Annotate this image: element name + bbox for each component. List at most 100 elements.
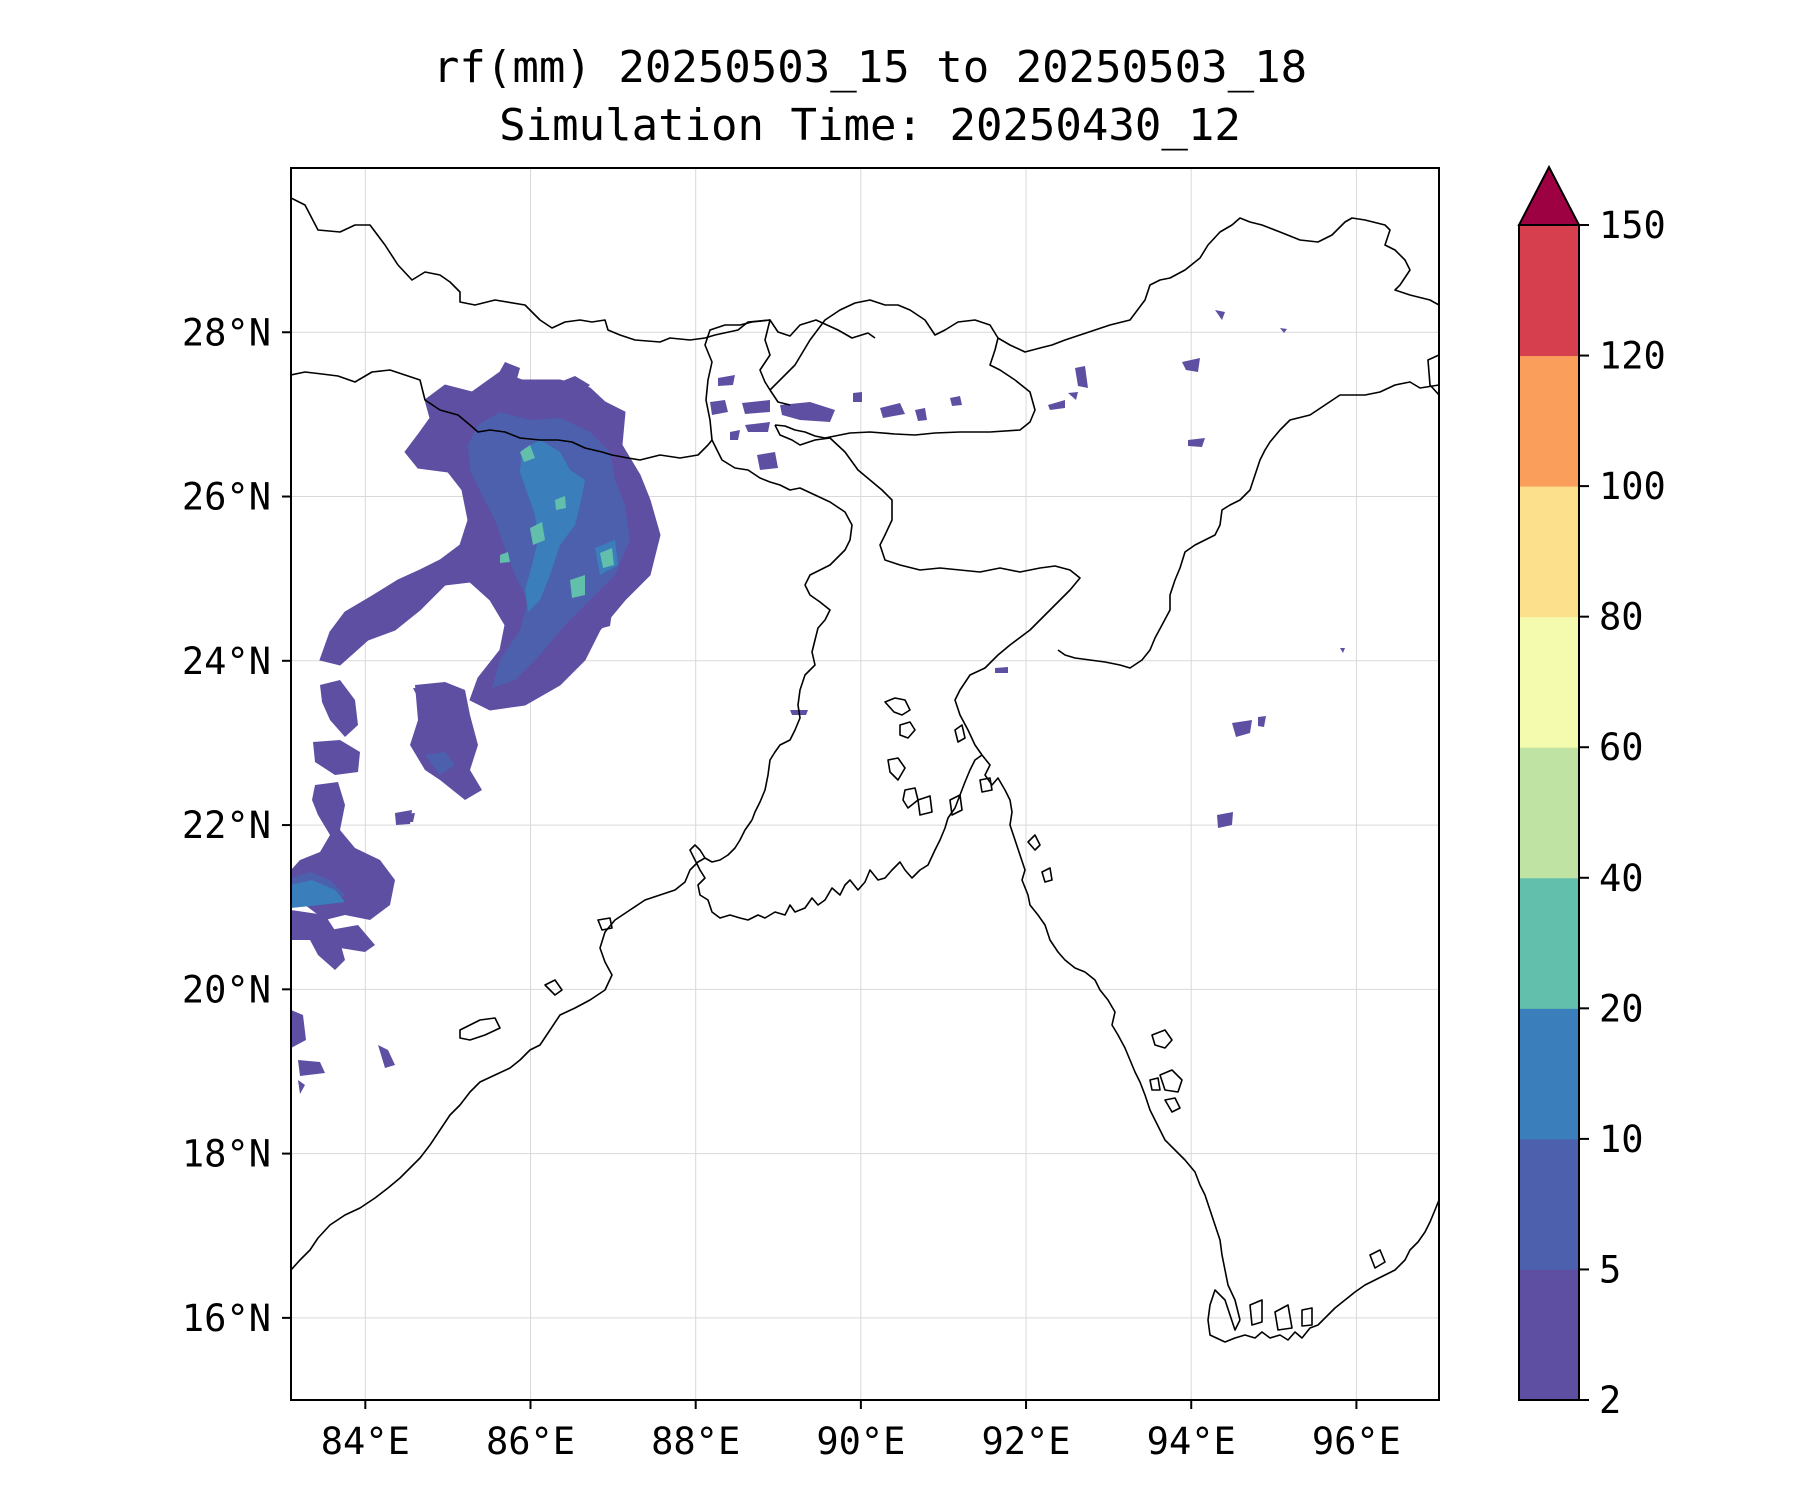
lon-tick-label: 96°E xyxy=(1312,1420,1401,1463)
colorbar-tick-label: 60 xyxy=(1599,726,1644,769)
colorbar-tick-label: 5 xyxy=(1599,1248,1621,1291)
colorbar-tick-label: 80 xyxy=(1599,596,1644,639)
colorbar-tick-label: 10 xyxy=(1599,1118,1644,1161)
india-coast-detail xyxy=(459,1017,501,1041)
bangladesh-border xyxy=(711,439,853,821)
colorbar-segment xyxy=(1519,355,1579,487)
latitude-axis: 16°N 18°N 20°N 22°N 24°N 26°N 28°N xyxy=(182,311,291,1340)
lat-tick-label: 28°N xyxy=(182,311,271,354)
rain-area-heavy xyxy=(291,880,345,908)
rain-area-light xyxy=(995,667,1008,673)
title-line-2: Simulation Time: 20250430_12 xyxy=(499,100,1241,151)
border-line xyxy=(704,319,791,441)
rain-area-light xyxy=(1075,366,1088,388)
irrawaddy-delta xyxy=(1369,1249,1386,1269)
delta-coast xyxy=(689,754,983,921)
rain-area-light xyxy=(1340,648,1345,653)
colorbar-segment xyxy=(1519,225,1579,357)
map-frame xyxy=(290,167,1440,1401)
delta-coast xyxy=(887,757,906,781)
colorbar-tick-label: 20 xyxy=(1599,987,1644,1030)
longitude-axis: 84°E 86°E 88°E 90°E 92°E 94°E 96°E xyxy=(321,1400,1401,1463)
lon-tick-label: 88°E xyxy=(651,1420,740,1463)
estuary-coast xyxy=(981,754,1086,973)
delta-coast xyxy=(902,787,919,809)
myanmar-coast xyxy=(1159,1069,1183,1093)
rain-area-heavy xyxy=(520,440,585,612)
rain-area-light xyxy=(378,1045,395,1068)
rain-area-light xyxy=(590,612,612,630)
delta-coast xyxy=(954,724,966,743)
lat-tick-label: 16°N xyxy=(182,1297,271,1340)
colorbar-frame xyxy=(1518,224,1580,1401)
border-line xyxy=(997,217,1439,353)
rain-area-light xyxy=(950,396,962,406)
irrawaddy-delta xyxy=(1249,1299,1263,1326)
rain-area-light xyxy=(320,680,358,737)
estuary-coast xyxy=(1041,867,1053,883)
colorbar-segment xyxy=(1519,616,1579,748)
rain-area-light xyxy=(1280,328,1287,333)
india-coast-detail xyxy=(544,979,563,996)
rain-area-light xyxy=(718,375,735,386)
rain-area-very-heavy xyxy=(530,522,545,545)
rain-area-light xyxy=(757,452,778,470)
coastlines-and-borders xyxy=(291,197,1439,1343)
rain-area-light xyxy=(1188,438,1205,447)
india-coast-detail xyxy=(597,917,613,931)
irrawaddy-delta xyxy=(1301,1307,1313,1327)
rain-area-light xyxy=(880,403,905,418)
rain-area-light xyxy=(853,392,862,402)
rain-area-light xyxy=(560,376,590,395)
colorbar-tick-label: 100 xyxy=(1599,465,1666,508)
myanmar-coast xyxy=(1151,1029,1173,1049)
rain-area-light xyxy=(410,682,482,800)
colorbar-segment xyxy=(1519,486,1579,618)
border-line xyxy=(1427,354,1439,396)
rain-area-light xyxy=(1217,812,1233,828)
delta-coast xyxy=(899,721,916,739)
colorbar-segment xyxy=(1519,747,1579,879)
border-line xyxy=(291,197,876,343)
rain-area-very-heavy xyxy=(600,548,614,568)
rain-area-light xyxy=(915,408,927,421)
lat-tick-label: 20°N xyxy=(182,968,271,1011)
rain-area-light xyxy=(1258,716,1266,727)
rain-area-light xyxy=(330,925,375,952)
india-east-coast xyxy=(291,857,706,1271)
border-line xyxy=(291,369,713,461)
rain-area-moderate xyxy=(425,752,455,775)
border-line xyxy=(1057,381,1439,669)
lon-tick-label: 86°E xyxy=(486,1420,575,1463)
irrawaddy-delta xyxy=(1207,1199,1439,1343)
colorbar-tick-label: 150 xyxy=(1599,204,1666,247)
lon-tick-label: 84°E xyxy=(321,1420,410,1463)
myanmar-coast xyxy=(1149,1077,1161,1091)
rain-area-light xyxy=(710,400,728,415)
colorbar-segment xyxy=(1519,877,1579,1009)
rain-area-light xyxy=(298,1080,305,1094)
border-line xyxy=(769,299,1036,439)
rain-area-light xyxy=(298,1060,325,1076)
rain-area-light xyxy=(1048,400,1065,410)
lon-tick-label: 92°E xyxy=(981,1420,1070,1463)
lat-tick-label: 22°N xyxy=(182,804,271,847)
map-background xyxy=(291,168,1439,1400)
bangladesh-border xyxy=(774,424,1081,756)
lat-tick-label: 26°N xyxy=(182,476,271,519)
rain-area-very-heavy xyxy=(555,496,566,510)
colorbar-segment xyxy=(1519,1138,1579,1270)
rain-area-light xyxy=(780,402,835,422)
rain-area-very-heavy xyxy=(520,445,535,462)
rainfall-contours xyxy=(291,310,1345,1094)
delta-coast xyxy=(884,697,911,716)
delta-coast xyxy=(949,794,963,816)
rain-area-light xyxy=(1232,720,1252,737)
rain-area-light xyxy=(291,1010,306,1048)
lat-tick-label: 24°N xyxy=(182,640,271,683)
rain-area-light xyxy=(291,910,345,970)
myanmar-coast xyxy=(1164,1097,1181,1113)
rain-area-light xyxy=(742,400,770,414)
rain-area-very-heavy xyxy=(500,552,510,563)
myanmar-coast xyxy=(1084,971,1241,1321)
